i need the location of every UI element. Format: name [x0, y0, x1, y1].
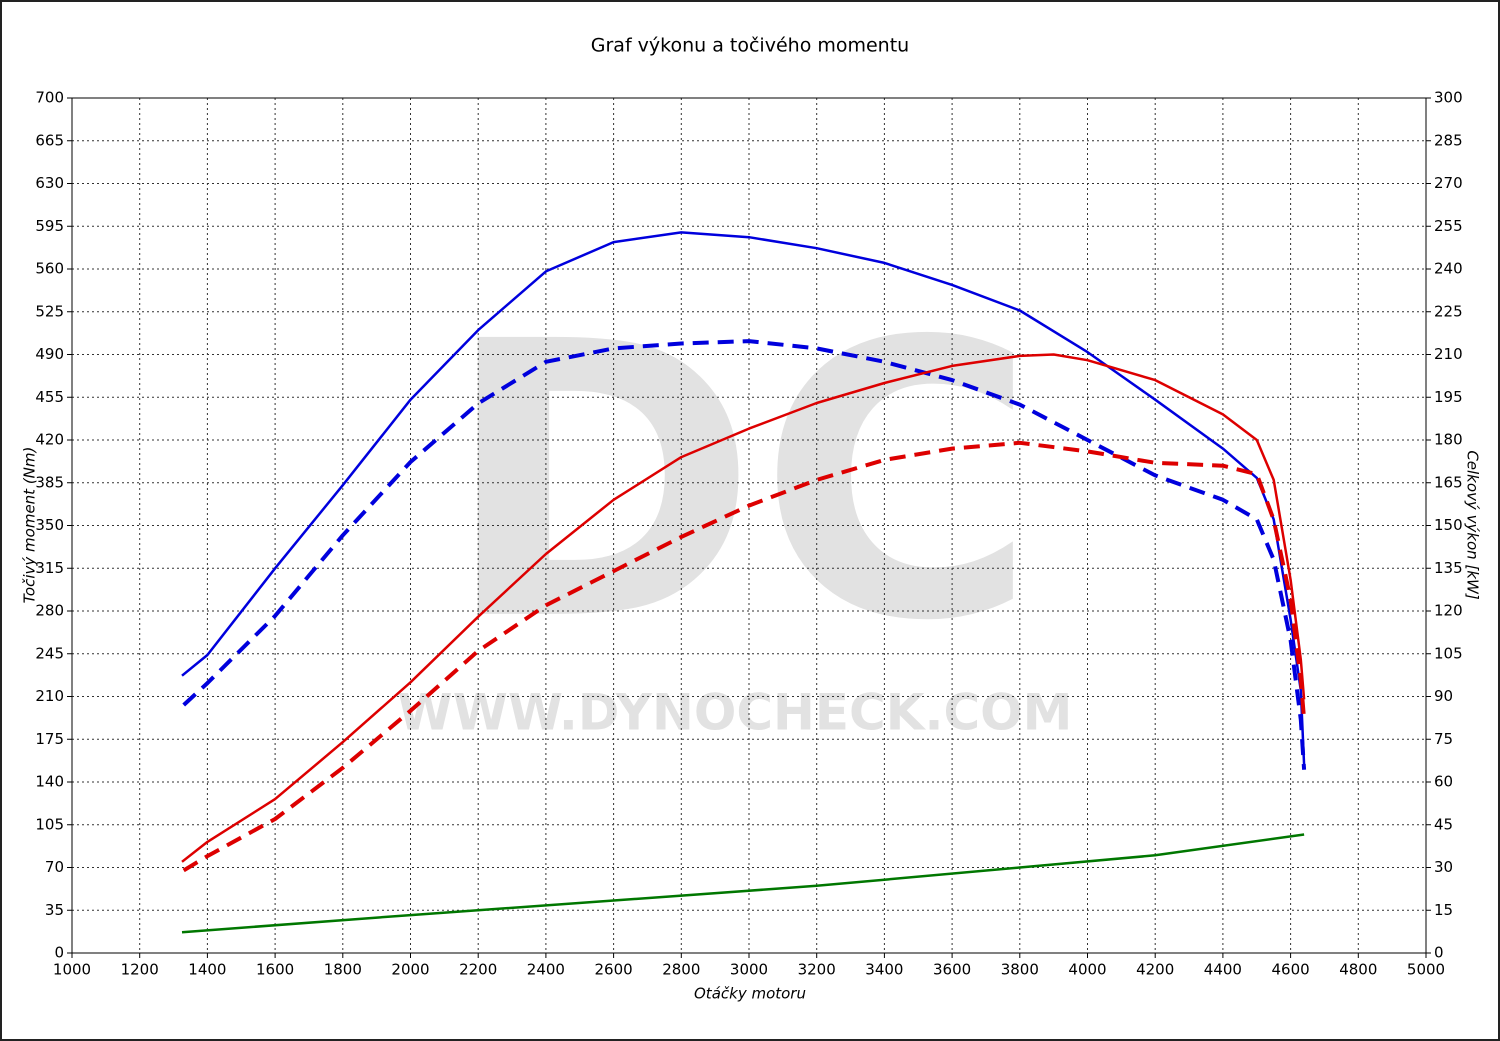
x-tick-label: 4400: [1204, 961, 1242, 979]
y-tick-label: 105: [35, 815, 64, 833]
series-line: [181, 353, 1306, 863]
y2-tick-label: 60: [1434, 773, 1453, 791]
x-tick-label: 2000: [391, 961, 429, 979]
y2-tick-label: 15: [1434, 901, 1453, 919]
x-tick-label: 1800: [324, 961, 362, 979]
x-axis-label: Otáčky motoru: [694, 985, 806, 1003]
y-tick-label: 245: [35, 644, 64, 662]
x-tick-label: 4000: [1068, 961, 1106, 979]
series-line: [182, 440, 1307, 873]
y2-tick-label: 120: [1434, 602, 1463, 620]
x-tick-label: 2200: [459, 961, 497, 979]
y-tick-label: 70: [45, 858, 64, 876]
series-line: [181, 231, 1306, 765]
x-tick-label: 3800: [1001, 961, 1039, 979]
y-tick-label: 560: [35, 260, 64, 278]
y2-tick-label: 165: [1434, 473, 1463, 491]
y-tick-label: 35: [45, 901, 64, 919]
x-tick-label: 4600: [1272, 961, 1310, 979]
y-tick-label: 700: [35, 89, 64, 107]
y-tick-label: 630: [35, 174, 64, 192]
y-tick-label: 0: [54, 944, 64, 962]
y-tick-label: 420: [35, 431, 64, 449]
y-tick-label: 595: [35, 217, 64, 235]
y2-tick-label: 195: [1434, 388, 1463, 406]
y2-tick-label: 135: [1434, 559, 1463, 577]
y2-tick-label: 45: [1434, 815, 1453, 833]
y2-tick-label: 210: [1434, 345, 1463, 363]
y2-tick-label: 285: [1434, 131, 1463, 149]
y2-tick-label: 30: [1434, 858, 1453, 876]
y2-tick-label: 105: [1434, 644, 1463, 662]
x-tick-label: 1400: [188, 961, 226, 979]
x-tick-label: 3400: [865, 961, 903, 979]
y-axis-label: Točivý moment (Nm): [21, 447, 39, 604]
x-tick-label: 5000: [1407, 961, 1445, 979]
y2-tick-label: 75: [1434, 730, 1453, 748]
y2-tick-label: 180: [1434, 431, 1463, 449]
series-line: [181, 833, 1305, 934]
x-tick-label: 2800: [662, 961, 700, 979]
y2-tick-label: 300: [1434, 89, 1463, 107]
y2-tick-label: 90: [1434, 687, 1453, 705]
x-tick-label: 4800: [1339, 961, 1377, 979]
x-tick-label: 1000: [53, 961, 91, 979]
y2-tick-label: 255: [1434, 217, 1463, 235]
y2-tick-label: 270: [1434, 174, 1463, 192]
y2-tick-label: 0: [1434, 944, 1444, 962]
x-tick-label: 3600: [933, 961, 971, 979]
y-tick-label: 525: [35, 302, 64, 320]
y-tick-label: 490: [35, 345, 64, 363]
y-tick-label: 280: [35, 602, 64, 620]
y-tick-label: 350: [35, 516, 64, 534]
y-tick-label: 140: [35, 773, 64, 791]
x-tick-label: 3200: [798, 961, 836, 979]
y-tick-label: 385: [35, 473, 64, 491]
x-tick-label: 1200: [121, 961, 159, 979]
y-tick-label: 455: [35, 388, 64, 406]
y2-tick-label: 240: [1434, 260, 1463, 278]
y-tick-label: 665: [35, 131, 64, 149]
x-tick-label: 1600: [256, 961, 294, 979]
x-tick-label: 2400: [527, 961, 565, 979]
watermark-url: WWW.DYNOCHECK.COM: [398, 684, 1073, 742]
y2-axis-label: Celkový výkon [kW]: [1464, 450, 1482, 600]
y-tick-label: 175: [35, 730, 64, 748]
x-tick-label: 2600: [595, 961, 633, 979]
y2-tick-label: 225: [1434, 302, 1463, 320]
y-tick-label: 315: [35, 559, 64, 577]
series-line: [182, 339, 1307, 770]
y-tick-label: 210: [35, 687, 64, 705]
chart-title: Graf výkonu a točivého momentu: [591, 35, 909, 57]
plot-frame: [71, 97, 1427, 954]
y2-tick-label: 150: [1434, 516, 1463, 534]
x-tick-label: 4200: [1136, 961, 1174, 979]
x-tick-label: 3000: [730, 961, 768, 979]
